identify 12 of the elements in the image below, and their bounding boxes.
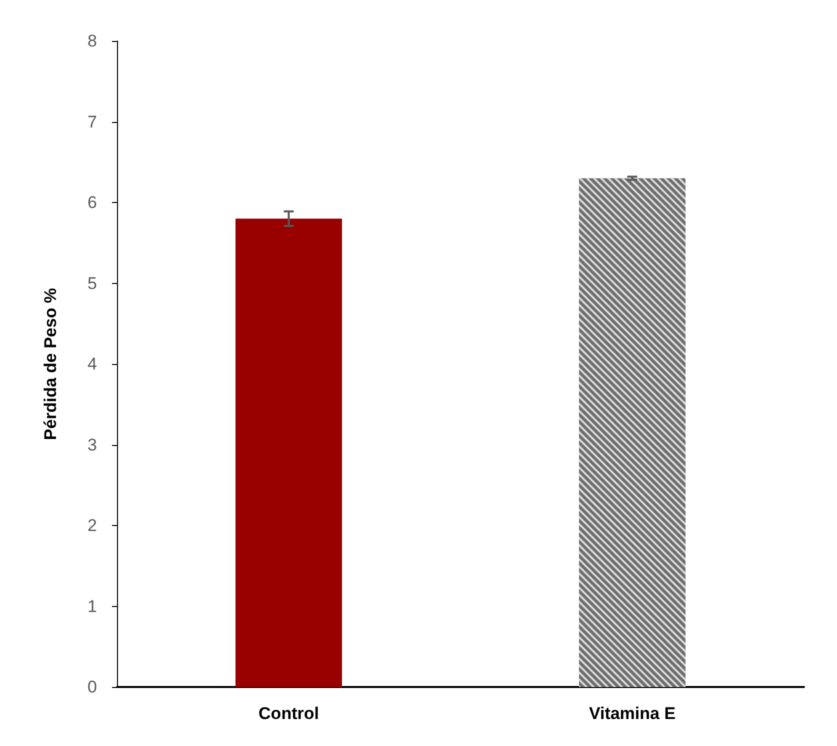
y-tick-label: 3 [88,435,97,454]
y-tick-label: 2 [88,516,97,535]
y-tick-label: 7 [88,112,97,132]
y-tick-label: 8 [88,32,97,50]
y-tick-label: 4 [88,354,97,374]
y-tick-label: 6 [88,193,97,212]
x-tick-label: Vitamina E [588,704,676,723]
y-axis-title: Pérdida de Peso % [41,288,60,440]
y-tick-label: 1 [88,596,97,616]
y-tick-label: 5 [88,274,97,293]
x-tick-label: Control [258,704,319,723]
y-tick-label: 0 [88,678,97,696]
